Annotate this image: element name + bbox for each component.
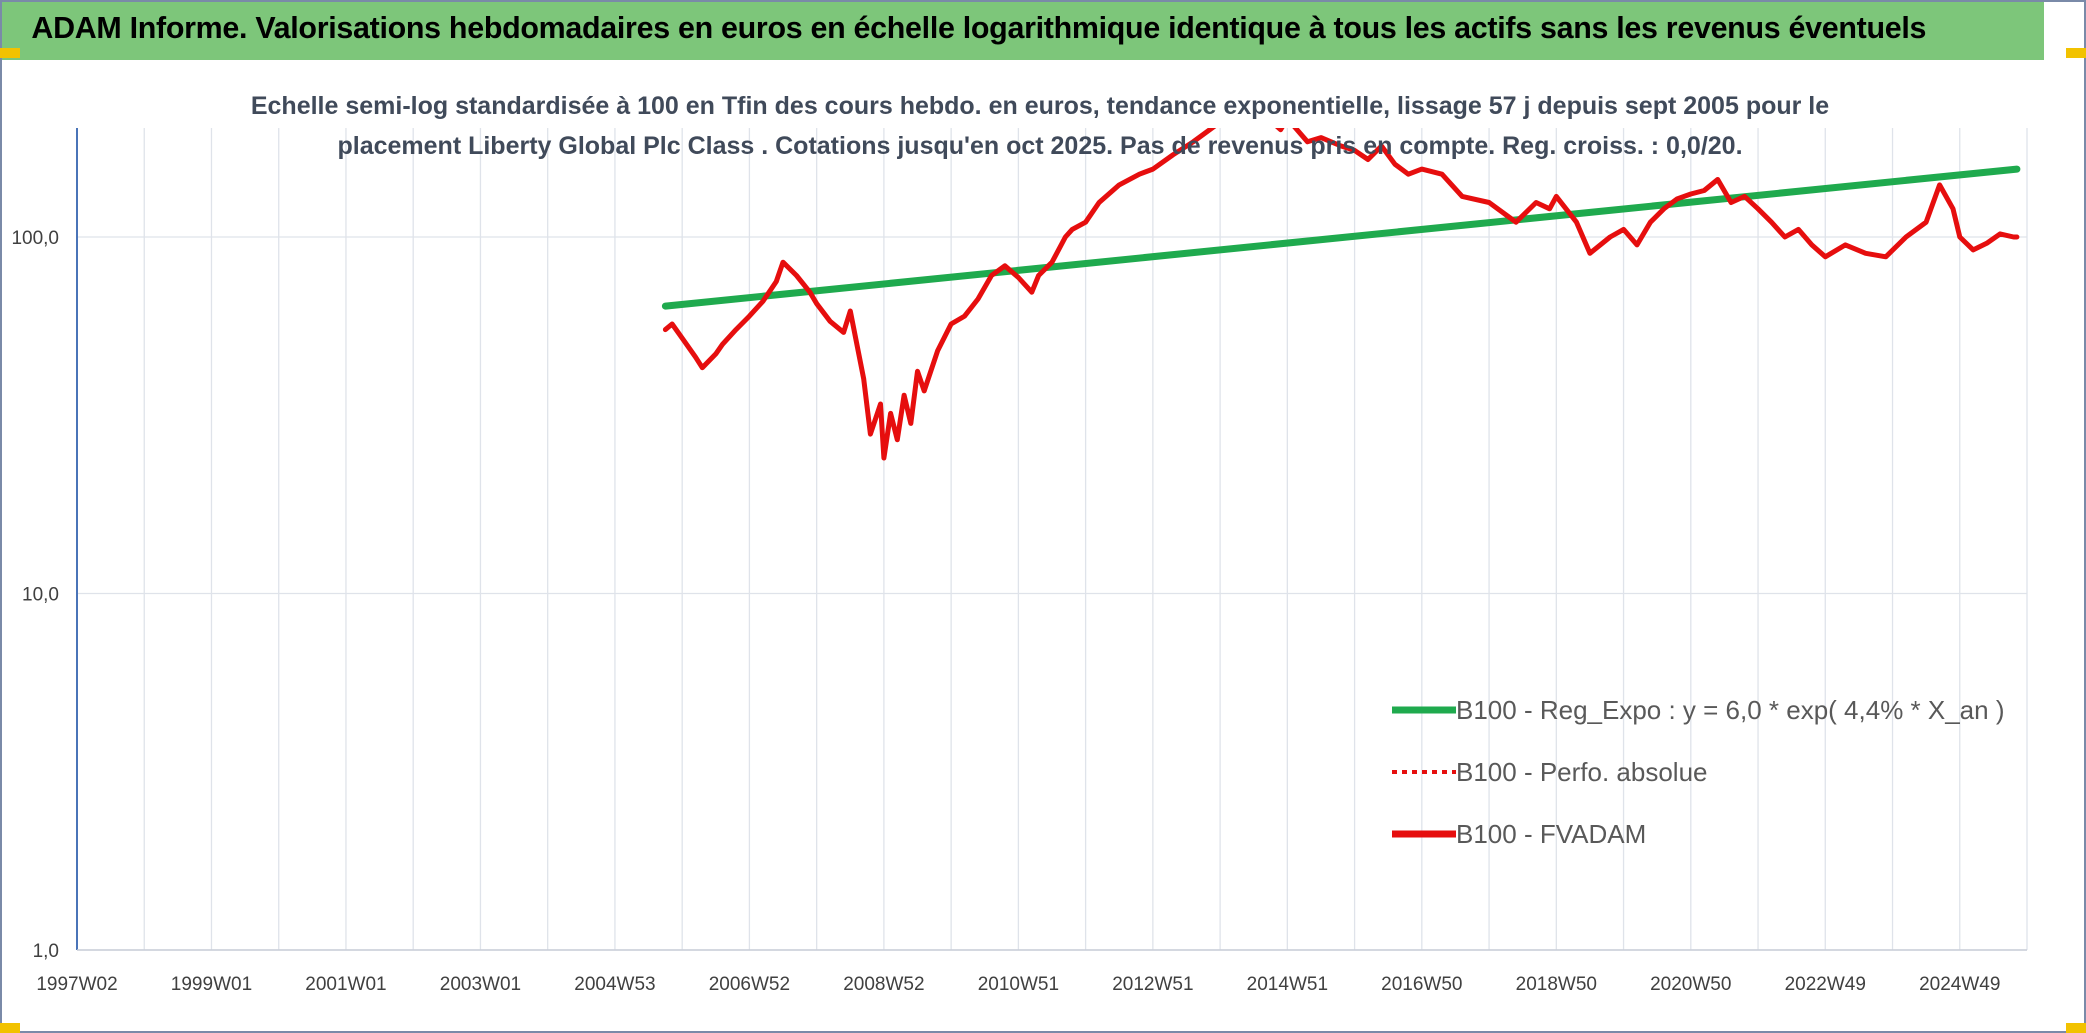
legend-label: B100 - Reg_Expo : y = 6,0 * exp( 4,4% * … <box>1456 695 2005 725</box>
x-tick-label: 1999W01 <box>171 974 252 995</box>
y-tick-label: 10,0 <box>22 585 59 606</box>
y-tick-label: 1,0 <box>33 941 59 962</box>
x-tick-label: 2020W50 <box>1650 974 1731 995</box>
trend-line-reg-expo <box>661 165 2021 310</box>
chart-title: Echelle semi-log standardisée à 100 en T… <box>250 92 1830 160</box>
x-tick-label: 2018W50 <box>1516 974 1597 995</box>
corner-mark-top-left <box>0 48 20 58</box>
x-tick-label: 1997W02 <box>36 974 117 995</box>
x-tick-label: 2016W50 <box>1381 974 1462 995</box>
tick-labels: 1,0 10,0 100,0 1997W02 1999W01 2001W01 2003W01… <box>11 228 2000 995</box>
corner-mark-bottom-left <box>0 1023 20 1033</box>
series-lines <box>661 128 2021 461</box>
corner-mark-top-right <box>2066 48 2086 58</box>
legend: B100 - Reg_Expo : y = 6,0 * exp( 4,4% * … <box>1392 695 2005 849</box>
x-tick-label: 2004W53 <box>574 974 655 995</box>
y-tick-label: 100,0 <box>11 228 59 249</box>
gridlines <box>76 128 2028 951</box>
series-line-fvadam <box>662 128 2020 461</box>
x-tick-label: 2022W49 <box>1785 974 1866 995</box>
corner-mark-bottom-right <box>2066 1023 2086 1033</box>
x-tick-label: 2010W51 <box>978 974 1059 995</box>
report-banner-title: ADAM Informe. Valorisations hebdomadaire… <box>2 2 2044 60</box>
x-tick-label: 2008W52 <box>843 974 924 995</box>
x-tick-label: 2014W51 <box>1247 974 1328 995</box>
x-tick-label: 2012W51 <box>1112 974 1193 995</box>
legend-label: B100 - FVADAM <box>1456 819 1646 849</box>
x-tick-label: 2003W01 <box>440 974 521 995</box>
legend-label: B100 - Perfo. absolue <box>1456 757 1708 787</box>
axes <box>76 128 2027 951</box>
x-tick-label: 2001W01 <box>305 974 386 995</box>
x-tick-label: 2024W49 <box>1919 974 2000 995</box>
x-tick-label: 2006W52 <box>709 974 790 995</box>
